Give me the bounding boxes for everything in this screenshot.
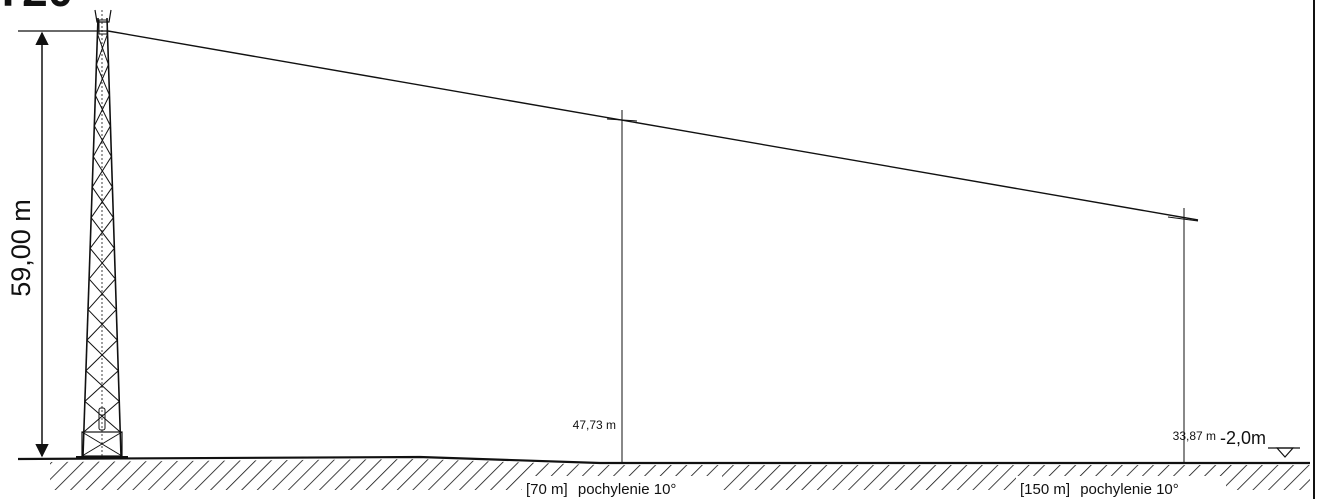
ground-level-label: -2,0m	[1220, 428, 1266, 448]
tower-brace	[92, 125, 111, 157]
tower-brace	[86, 309, 117, 341]
label-bg-1	[522, 476, 722, 499]
tower-brace	[86, 339, 119, 372]
height-dimension	[18, 30, 108, 458]
tower-brace	[84, 370, 119, 402]
tower-brace	[95, 33, 108, 65]
tower-brace	[93, 125, 112, 157]
tower-brace	[87, 278, 116, 310]
point-2-annotation: [150 m] pochylenie 10°	[1020, 481, 1179, 498]
tower-brace	[91, 156, 112, 188]
tower-height-label: 59,00 m	[6, 199, 36, 297]
tower-brace	[92, 156, 113, 188]
sightline	[107, 30, 1199, 221]
tower-brace	[93, 95, 110, 127]
measure-point-1	[606, 110, 638, 464]
tower-brace	[91, 186, 114, 218]
point-2-height-label: 33,87 m	[1173, 429, 1216, 443]
label-bg-2	[1016, 476, 1226, 499]
tower-brace	[90, 186, 113, 218]
lattice-tower	[76, 9, 128, 458]
point-1-height-label: 47,73 m	[573, 418, 616, 432]
tower-brace	[94, 95, 111, 127]
tower-brace	[94, 64, 109, 96]
drawing-header: T20	[0, 0, 73, 16]
tower-brace	[95, 64, 110, 96]
tower-brace	[96, 33, 109, 65]
tower-brace	[83, 401, 120, 433]
ground-line	[17, 455, 1310, 465]
tower-brace	[88, 247, 115, 280]
tower-brace	[84, 401, 121, 433]
measure-point-2	[1167, 208, 1199, 464]
ground-terrain	[17, 455, 1310, 490]
level-marker-icon	[1268, 447, 1300, 458]
point-1-annotation: [70 m] pochylenie 10°	[526, 481, 676, 498]
tower-brace	[90, 217, 115, 249]
tower-brace	[89, 247, 116, 280]
tower-brace	[88, 278, 117, 310]
tower-brace	[85, 339, 118, 372]
tower-brace	[85, 370, 120, 402]
tower-brace	[87, 309, 118, 341]
tower-brace	[89, 217, 114, 249]
